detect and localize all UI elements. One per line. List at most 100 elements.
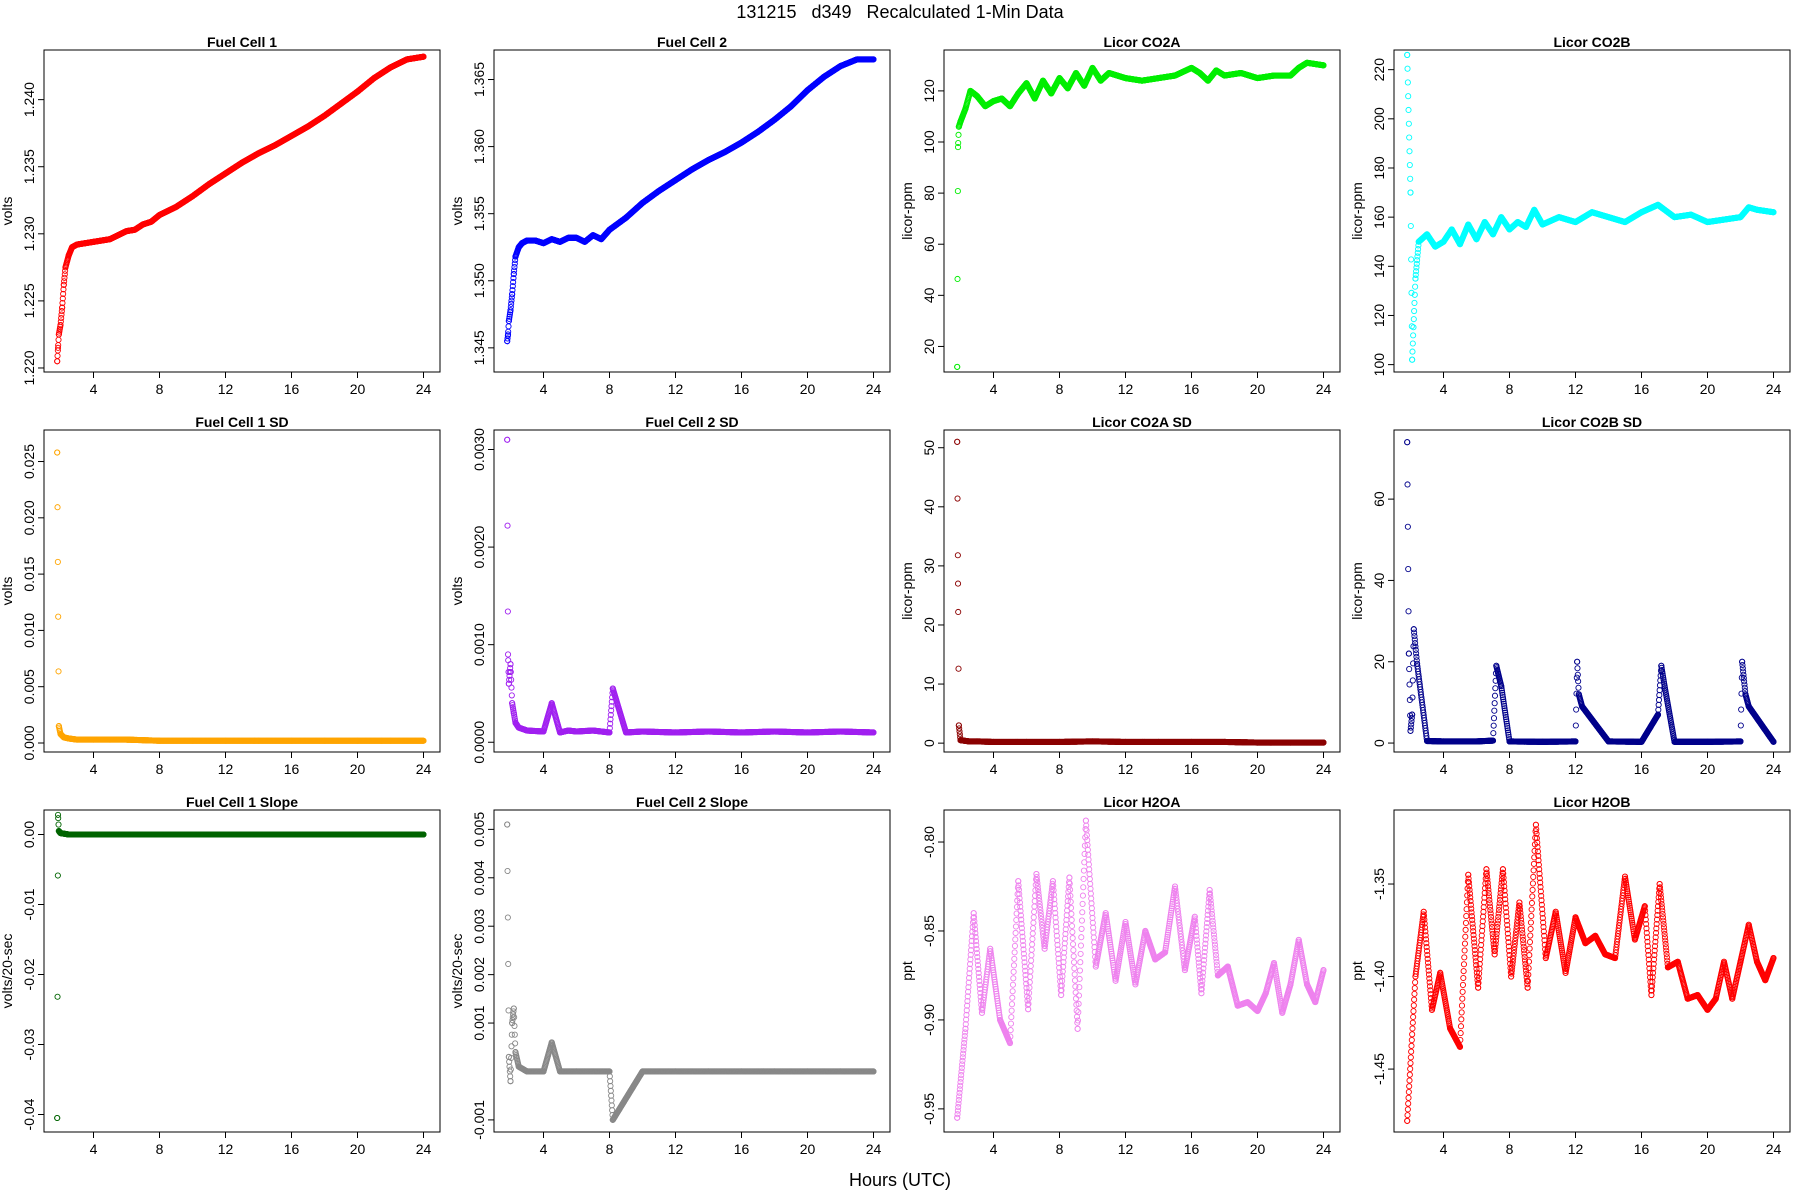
data-point bbox=[60, 290, 67, 297]
data-point bbox=[509, 287, 516, 294]
data-point bbox=[288, 132, 295, 139]
y-tick-label: 1.355 bbox=[471, 196, 487, 231]
data-point bbox=[954, 275, 961, 283]
data-point bbox=[955, 139, 962, 147]
series-points bbox=[954, 59, 1327, 370]
data-point bbox=[515, 244, 522, 251]
data-point bbox=[556, 238, 564, 245]
data-point bbox=[255, 150, 262, 157]
data-point bbox=[1155, 75, 1162, 82]
data-point bbox=[1555, 214, 1563, 221]
data-point bbox=[1171, 72, 1179, 79]
x-tick-label: 8 bbox=[156, 381, 164, 397]
y-tick-label: 1.235 bbox=[21, 149, 37, 184]
data-point bbox=[403, 56, 411, 63]
data-point bbox=[511, 260, 518, 267]
x-tick-label: 8 bbox=[606, 381, 614, 397]
y-tick-label: 0.020 bbox=[21, 500, 37, 535]
data-point bbox=[504, 335, 511, 342]
x-tick-label: 12 bbox=[1568, 381, 1584, 397]
data-point bbox=[59, 304, 66, 311]
data-point bbox=[1295, 64, 1302, 71]
y-axis-label: licor-ppm bbox=[1349, 182, 1365, 240]
x-tick-label: 20 bbox=[350, 381, 366, 397]
data-point bbox=[82, 240, 89, 247]
data-point bbox=[954, 188, 961, 195]
data-point bbox=[1413, 268, 1420, 275]
data-point bbox=[738, 139, 745, 146]
data-point bbox=[998, 95, 1005, 102]
data-point bbox=[1006, 103, 1014, 110]
x-tick-label: 24 bbox=[1316, 381, 1332, 397]
panel-title: Fuel Cell 1 bbox=[207, 34, 277, 50]
y-axis-label: volts bbox=[0, 577, 15, 606]
data-point bbox=[1522, 223, 1530, 231]
data-point bbox=[504, 338, 511, 345]
data-point bbox=[1408, 256, 1415, 263]
chart-panel: Fuel Cell 2 4 8 12 16 20 24 1.345 1.350 1.355 1.36… bbox=[449, 34, 900, 415]
data-point bbox=[509, 291, 516, 298]
data-point bbox=[321, 112, 328, 119]
data-point bbox=[238, 159, 246, 166]
data-point bbox=[705, 156, 712, 164]
data-point bbox=[622, 214, 630, 221]
panel-title: Licor CO2A bbox=[1103, 34, 1180, 50]
data-point bbox=[1638, 209, 1645, 216]
data-point bbox=[90, 238, 97, 245]
data-point bbox=[511, 264, 518, 271]
data-point bbox=[1409, 340, 1416, 347]
data-point bbox=[337, 100, 345, 107]
x-tick-label: 16 bbox=[1634, 381, 1650, 397]
y-tick-label: 1.225 bbox=[21, 283, 37, 318]
data-point bbox=[504, 331, 512, 338]
series-points bbox=[1404, 51, 1777, 363]
data-point bbox=[1514, 219, 1521, 226]
data-point bbox=[1303, 59, 1311, 66]
data-point bbox=[54, 558, 61, 565]
plot-frame bbox=[43, 49, 441, 373]
data-point bbox=[721, 148, 729, 156]
data-point bbox=[1204, 77, 1212, 84]
data-point bbox=[1089, 64, 1096, 71]
data-point bbox=[589, 232, 597, 239]
data-point bbox=[1414, 253, 1421, 260]
data-point bbox=[1407, 222, 1414, 230]
panel-title: Fuel Cell 1 SD bbox=[195, 414, 288, 430]
chart-svg: Fuel Cell 14 8 12 16 20 241.2201.2251.2301.23… bbox=[0, 34, 441, 397]
y-tick-label: 120 bbox=[921, 79, 937, 103]
data-point bbox=[1081, 82, 1088, 89]
data-point bbox=[1122, 75, 1129, 82]
data-point bbox=[565, 234, 572, 241]
data-point bbox=[1138, 77, 1146, 84]
data-point bbox=[837, 63, 844, 70]
data-point bbox=[804, 87, 811, 94]
data-point bbox=[1413, 264, 1420, 271]
y-tick-label: 1.360 bbox=[471, 129, 487, 164]
data-point bbox=[1320, 62, 1327, 69]
x-tick-label: 16 bbox=[1184, 381, 1200, 397]
data-point bbox=[1720, 216, 1728, 223]
data-point bbox=[573, 234, 580, 241]
y-tick-label: 1.350 bbox=[471, 263, 487, 298]
data-point bbox=[1406, 134, 1413, 141]
x-tick-label: 4 bbox=[540, 381, 548, 397]
data-point bbox=[1481, 219, 1488, 226]
data-point bbox=[61, 274, 68, 281]
data-point bbox=[58, 311, 65, 318]
data-point bbox=[581, 238, 588, 245]
x-tick-label: 12 bbox=[218, 381, 234, 397]
data-point bbox=[1097, 77, 1104, 84]
x-tick-label: 20 bbox=[1250, 381, 1266, 397]
data-point bbox=[1409, 348, 1416, 355]
x-tick-label: 8 bbox=[1056, 381, 1064, 397]
data-point bbox=[1048, 90, 1055, 97]
data-point bbox=[787, 103, 795, 110]
data-point bbox=[1704, 219, 1711, 226]
data-point bbox=[990, 98, 997, 105]
y-tick-label: 20 bbox=[921, 338, 937, 354]
data-point bbox=[754, 128, 762, 135]
data-point bbox=[1605, 214, 1612, 221]
data-point bbox=[820, 73, 828, 80]
data-point bbox=[55, 336, 62, 343]
data-point bbox=[1440, 238, 1447, 245]
